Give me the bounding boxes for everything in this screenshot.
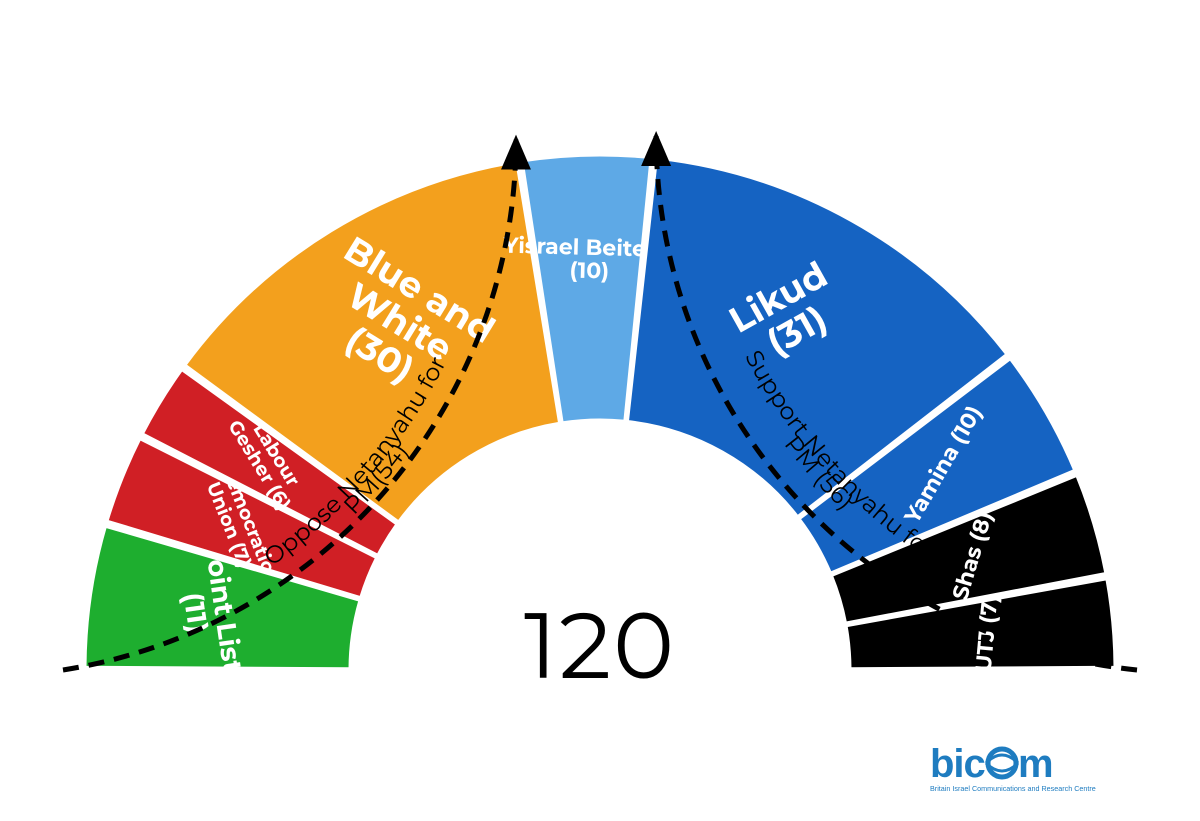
logo-subtitle: Britain Israel Communications and Resear…: [930, 784, 1096, 793]
svg-text:bic: bic: [930, 742, 986, 786]
bicom-logo: bic m Britain Israel Communications and …: [930, 741, 1160, 801]
total-seats-label: 120: [524, 590, 676, 702]
svg-text:m: m: [1018, 742, 1053, 786]
